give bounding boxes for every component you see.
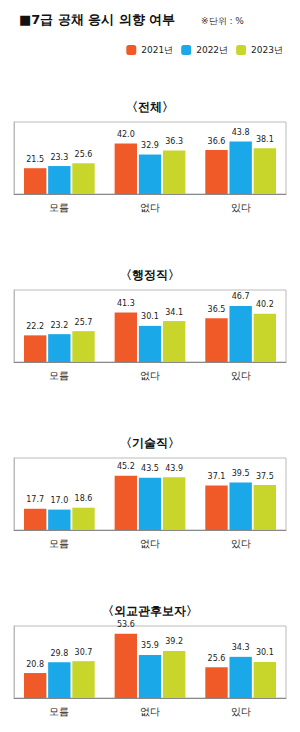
svg-text:29.8: 29.8 xyxy=(50,649,68,658)
svg-text:있다: 있다 xyxy=(231,370,251,381)
svg-text:25.7: 25.7 xyxy=(75,318,93,327)
svg-text:43.8: 43.8 xyxy=(232,128,250,137)
svg-text:〈외교관후보자〉: 〈외교관후보자〉 xyxy=(102,604,198,618)
svg-text:43.9: 43.9 xyxy=(165,464,183,473)
svg-text:38.1: 38.1 xyxy=(256,135,274,144)
svg-text:43.5: 43.5 xyxy=(141,464,159,473)
svg-text:있다: 있다 xyxy=(231,706,251,717)
svg-text:17.0: 17.0 xyxy=(50,496,68,505)
svg-text:■7급 공채 응시 의향 여부: ■7급 공채 응시 의향 여부 xyxy=(19,12,175,27)
svg-text:22.2: 22.2 xyxy=(26,322,44,331)
svg-text:23.3: 23.3 xyxy=(50,153,68,162)
svg-text:39.5: 39.5 xyxy=(232,469,250,478)
svg-text:53.6: 53.6 xyxy=(117,620,135,629)
svg-text:32.9: 32.9 xyxy=(141,141,159,150)
svg-text:없다: 없다 xyxy=(140,706,160,717)
svg-text:37.5: 37.5 xyxy=(256,472,274,481)
svg-text:30.7: 30.7 xyxy=(75,648,93,657)
svg-text:없다: 없다 xyxy=(140,538,160,549)
svg-text:23.2: 23.2 xyxy=(50,321,68,330)
svg-text:36.6: 36.6 xyxy=(208,137,226,146)
svg-text:37.1: 37.1 xyxy=(208,472,226,481)
svg-text:35.9: 35.9 xyxy=(141,641,159,650)
svg-text:46.7: 46.7 xyxy=(232,292,250,301)
svg-text:〈기술직〉: 〈기술직〉 xyxy=(120,436,180,450)
svg-text:2023년: 2023년 xyxy=(251,45,283,55)
svg-text:있다: 있다 xyxy=(231,202,251,213)
svg-text:2021년: 2021년 xyxy=(141,45,173,55)
svg-text:21.5: 21.5 xyxy=(26,155,44,164)
svg-text:〈행정직〉: 〈행정직〉 xyxy=(120,268,180,282)
svg-text:41.3: 41.3 xyxy=(117,299,135,308)
svg-text:있다: 있다 xyxy=(231,538,251,549)
svg-text:39.2: 39.2 xyxy=(165,637,183,646)
svg-text:모름: 모름 xyxy=(49,202,69,213)
svg-text:25.6: 25.6 xyxy=(208,654,226,663)
svg-text:모름: 모름 xyxy=(49,538,69,549)
svg-text:없다: 없다 xyxy=(140,202,160,213)
svg-text:〈전체〉: 〈전체〉 xyxy=(126,100,174,114)
svg-text:42.0: 42.0 xyxy=(117,130,135,139)
svg-text:20.8: 20.8 xyxy=(26,660,44,669)
svg-text:40.2: 40.2 xyxy=(256,300,274,309)
svg-text:34.1: 34.1 xyxy=(165,308,183,317)
svg-text:없다: 없다 xyxy=(140,370,160,381)
svg-text:18.6: 18.6 xyxy=(75,494,93,503)
svg-text:25.6: 25.6 xyxy=(75,150,93,159)
svg-text:45.2: 45.2 xyxy=(117,462,135,471)
svg-text:모름: 모름 xyxy=(49,706,69,717)
svg-text:36.5: 36.5 xyxy=(208,305,226,314)
svg-text:30.1: 30.1 xyxy=(256,648,274,657)
svg-text:모름: 모름 xyxy=(49,370,69,381)
svg-text:30.1: 30.1 xyxy=(141,312,159,321)
svg-text:※단위 : %: ※단위 : % xyxy=(201,16,244,26)
svg-text:36.3: 36.3 xyxy=(165,137,183,146)
svg-text:34.3: 34.3 xyxy=(232,643,250,652)
svg-text:17.7: 17.7 xyxy=(26,495,44,504)
svg-text:2022년: 2022년 xyxy=(196,45,228,55)
